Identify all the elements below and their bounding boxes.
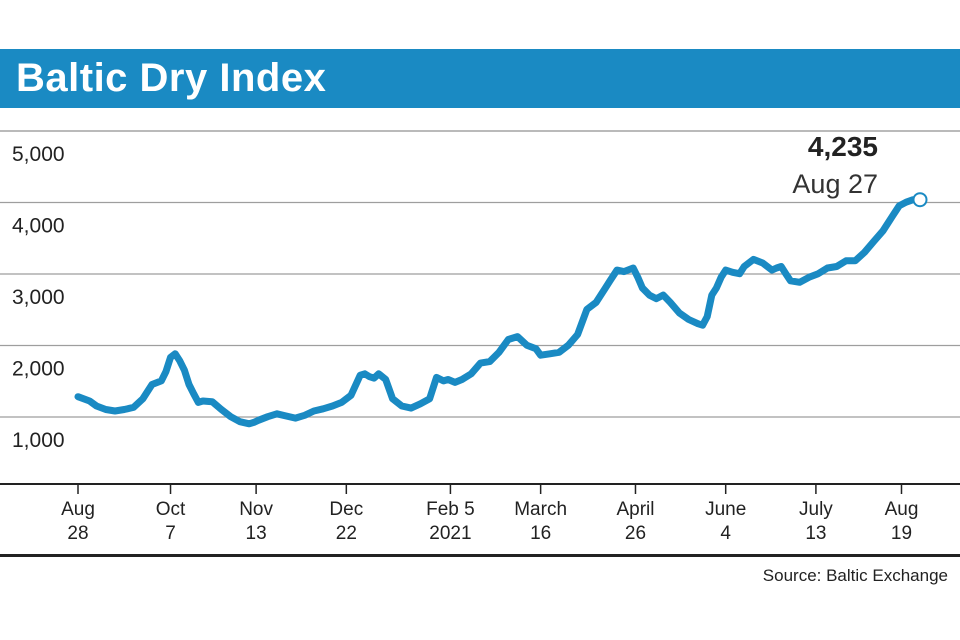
x-tick-label-5-line1: March [514, 499, 567, 520]
annotation-value: 4,235 [808, 131, 878, 162]
bdi-series-line [74, 196, 924, 428]
y-tick-label-2000: 2,000 [12, 358, 65, 381]
chart-title: Baltic Dry Index [16, 56, 327, 100]
x-tick-label-6-line1: April [616, 499, 654, 520]
gridlines [0, 130, 960, 418]
x-tick-label-8-line2: 13 [805, 523, 826, 544]
x-tick-label-3-line1: Dec [329, 499, 363, 520]
y-tick-label-5000: 5,000 [12, 143, 65, 166]
x-tick-label-9-line2: 19 [891, 523, 912, 544]
y-tick-label-4000: 4,000 [12, 215, 65, 238]
x-tick-label-7-line2: 4 [720, 523, 731, 544]
x-tick-label-2-line1: Nov [239, 499, 273, 520]
x-tick-label-0-line1: Aug [61, 499, 95, 520]
y-tick-label-1000: 1,000 [12, 429, 65, 452]
x-tick-label-3-line2: 22 [336, 523, 357, 544]
y-tick-label-3000: 3,000 [12, 286, 65, 309]
x-tick-label-1-line2: 7 [165, 523, 176, 544]
x-tick-label-7-line1: June [705, 499, 746, 520]
x-tick-label-4-line1: Feb 5 [426, 499, 475, 520]
x-tick-label-0-line2: 28 [67, 523, 88, 544]
latest-value-marker [912, 192, 928, 208]
x-tick-label-9-line1: Aug [885, 499, 919, 520]
y-axis-ticks: 5,000 4,000 3,000 2,000 1,000 [12, 143, 65, 452]
annotation-date: Aug 27 [792, 169, 878, 199]
x-tick-label-4-line2: 2021 [429, 523, 471, 544]
x-tick-label-5-line2: 16 [530, 523, 551, 544]
x-tick-label-8-line1: July [799, 499, 833, 520]
chart-svg: 5,000 4,000 3,000 2,000 1,000 Aug 28 Oct 7 Nov 13… [0, 130, 960, 544]
x-tick-label-2-line2: 13 [246, 523, 267, 544]
bottom-rule [0, 554, 960, 557]
title-bar: Baltic Dry Index [0, 49, 960, 108]
x-tick-label-6-line2: 26 [625, 523, 646, 544]
source-note: Source: Baltic Exchange [762, 566, 948, 585]
x-tick-label-1-line1: Oct [156, 499, 186, 520]
x-axis-ticks: Aug 28 Oct 7 Nov 13 Dec 22 Feb 5 2021 March 16 April… [61, 484, 918, 544]
